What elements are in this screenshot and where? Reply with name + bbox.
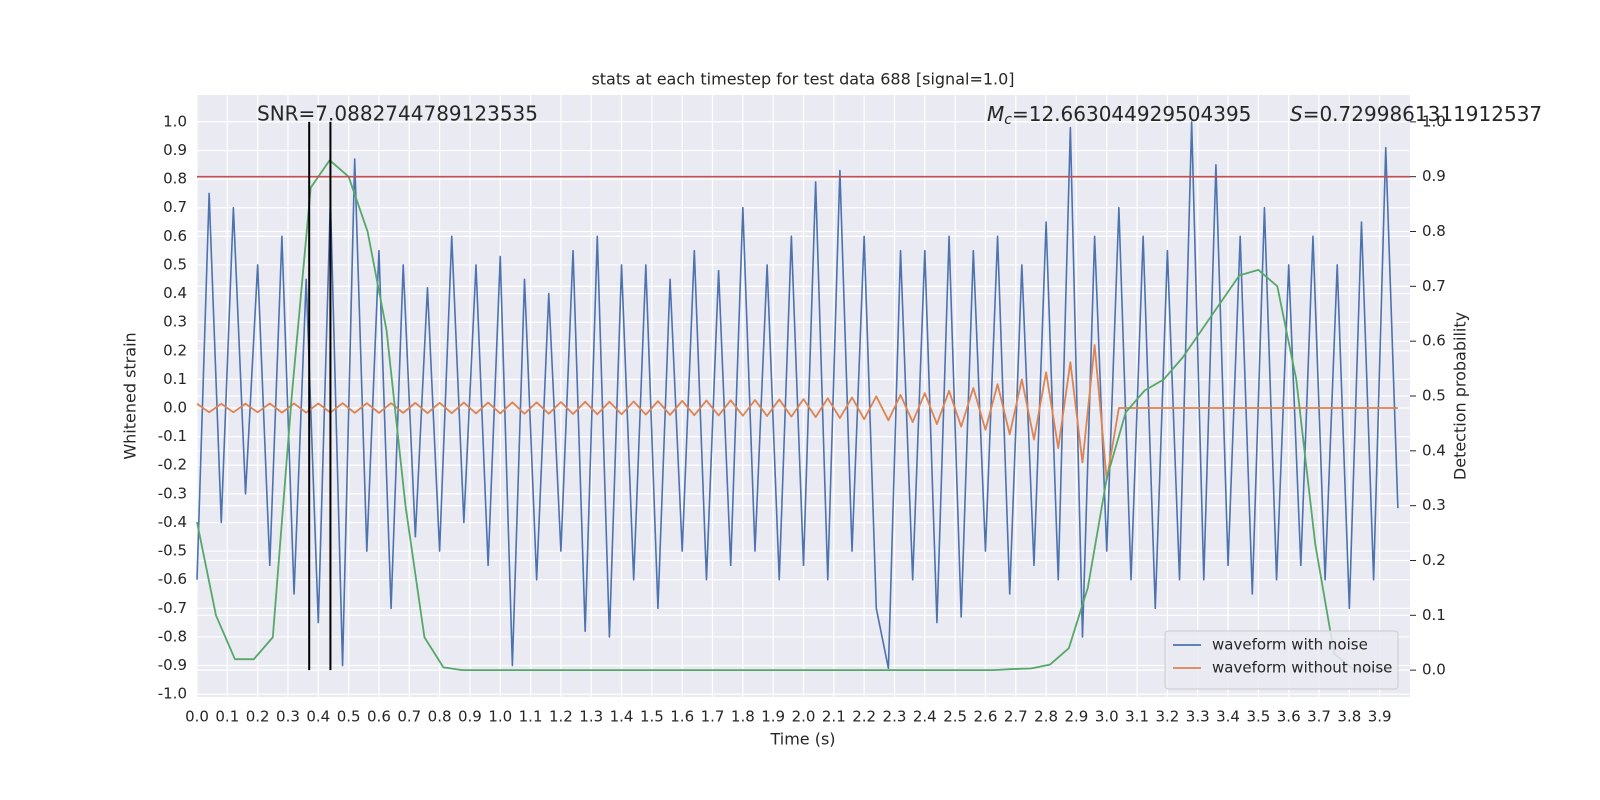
y-tick-label: -0.4 bbox=[158, 513, 187, 531]
x-tick-label: 3.4 bbox=[1216, 708, 1240, 726]
x-tick-label: 2.0 bbox=[792, 708, 816, 726]
y-axis-label: Whitened strain bbox=[121, 332, 140, 459]
y2-tick-label: 0.7 bbox=[1422, 277, 1446, 295]
x-tick-label: 2.5 bbox=[943, 708, 967, 726]
y2-tick-label: 0.8 bbox=[1422, 222, 1446, 240]
y2-tick-label: 0.9 bbox=[1422, 167, 1446, 185]
x-tick-label: 1.9 bbox=[761, 708, 785, 726]
y-tick-label: 0.5 bbox=[163, 255, 187, 273]
y-tick-label: -0.9 bbox=[158, 656, 187, 674]
x-axis-label: Time (s) bbox=[769, 730, 835, 749]
x-tick-label: 1.7 bbox=[701, 708, 725, 726]
x-tick-label: 3.3 bbox=[1186, 708, 1210, 726]
x-tick-label: 1.1 bbox=[519, 708, 543, 726]
legend-label: waveform without noise bbox=[1212, 659, 1392, 677]
y-tick-label: -0.8 bbox=[158, 627, 187, 645]
x-tick-label: 3.8 bbox=[1337, 708, 1361, 726]
x-tick-label: 0.8 bbox=[428, 708, 452, 726]
x-tick-label: 0.5 bbox=[337, 708, 361, 726]
x-tick-label: 0.1 bbox=[215, 708, 239, 726]
x-tick-label: 1.2 bbox=[549, 708, 573, 726]
s-symbol: S bbox=[1290, 102, 1303, 126]
x-tick-label: 2.1 bbox=[822, 708, 846, 726]
y2-tick-label: 0.5 bbox=[1422, 387, 1446, 405]
x-tick-label: 1.6 bbox=[670, 708, 694, 726]
grid bbox=[196, 95, 1410, 697]
x-tick-label: 1.3 bbox=[579, 708, 603, 726]
x-tick-label: 3.2 bbox=[1155, 708, 1179, 726]
x-tick-label: 2.7 bbox=[1004, 708, 1028, 726]
x-tick-label: 1.8 bbox=[731, 708, 755, 726]
x-tick-label: 0.4 bbox=[306, 708, 330, 726]
y2-tick-label: 1.0 bbox=[1422, 112, 1446, 130]
y-tick-label: 0.6 bbox=[163, 227, 187, 245]
x-tick-label: 2.9 bbox=[1064, 708, 1088, 726]
y-tick-label: 0.3 bbox=[163, 313, 187, 331]
chart-title: stats at each timestep for test data 688… bbox=[591, 70, 1014, 89]
x-tick-label: 1.0 bbox=[488, 708, 512, 726]
y-tick-label: -0.1 bbox=[158, 427, 187, 445]
x-tick-label: 0.2 bbox=[246, 708, 270, 726]
mc-annotation: Mc=12.663044929504395 bbox=[987, 102, 1251, 129]
labels: 0.0 0.1 0.2 0.3 0.4 0.5 0.6 0.7 0.8 0.9 1.0 1.1 1.2 1… bbox=[158, 112, 1446, 725]
x-tick-label: 0.6 bbox=[367, 708, 391, 726]
y-tick-label: 0.8 bbox=[163, 170, 187, 188]
y2-tick-label: 0.3 bbox=[1422, 496, 1446, 514]
x-tick-label: 2.2 bbox=[852, 708, 876, 726]
x-tick-label: 3.5 bbox=[1246, 708, 1270, 726]
x-tick-label: 2.8 bbox=[1034, 708, 1058, 726]
mc-subscript: c bbox=[1004, 112, 1012, 128]
s-value: =0.7299861311912537 bbox=[1303, 102, 1542, 126]
x-tick-label: 1.5 bbox=[640, 708, 664, 726]
x-tick-label: 3.0 bbox=[1095, 708, 1119, 726]
x-tick-label: 1.4 bbox=[610, 708, 634, 726]
y-tick-label: -0.6 bbox=[158, 570, 187, 588]
y-tick-label: 0.2 bbox=[163, 341, 187, 359]
series-line bbox=[196, 344, 1398, 481]
legend-box bbox=[1164, 630, 1399, 690]
y-tick-label: 0.0 bbox=[163, 399, 187, 417]
y-tick-label: 0.1 bbox=[163, 370, 187, 388]
y-tick-label: 0.9 bbox=[163, 141, 187, 159]
x-tick-label: 2.4 bbox=[913, 708, 937, 726]
x-tick-label: 0.7 bbox=[397, 708, 421, 726]
x-tick-label: 3.1 bbox=[1125, 708, 1149, 726]
mc-value: =12.663044929504395 bbox=[1012, 102, 1251, 126]
x-tick-label: 2.6 bbox=[974, 708, 998, 726]
x-tick-label: 2.3 bbox=[883, 708, 907, 726]
y-tick-label: -0.2 bbox=[158, 456, 187, 474]
y-tick-label: 0.7 bbox=[163, 198, 187, 216]
y-tick-label: -0.3 bbox=[158, 484, 187, 502]
y-tick-label: -0.5 bbox=[158, 542, 187, 560]
marks bbox=[196, 121, 1410, 672]
y2-tick-label: 0.4 bbox=[1422, 441, 1446, 459]
legend-label: waveform with noise bbox=[1212, 636, 1368, 654]
snr-annotation: SNR=7.0882744789123535 bbox=[257, 102, 538, 126]
y2-axis-label: Detection probability bbox=[1451, 312, 1470, 480]
y2-tick-label: 0.1 bbox=[1422, 606, 1446, 624]
x-tick-label: 0.3 bbox=[276, 708, 300, 726]
legend: waveform with noise waveform without nois… bbox=[1164, 630, 1399, 690]
x-tick-label: 3.6 bbox=[1277, 708, 1301, 726]
x-tick-label: 0.9 bbox=[458, 708, 482, 726]
y2-tick-label: 0.0 bbox=[1422, 661, 1446, 679]
series-line bbox=[196, 159, 1392, 672]
y2-tick-label: 0.6 bbox=[1422, 332, 1446, 350]
s-annotation: S=0.7299861311912537 bbox=[1290, 102, 1542, 126]
x-tick-label: 3.7 bbox=[1307, 708, 1331, 726]
x-tick-label: 3.9 bbox=[1368, 708, 1392, 726]
y-tick-label: 1.0 bbox=[163, 112, 187, 130]
x-tick-label: 0.0 bbox=[185, 708, 209, 726]
y-tick-label: -1.0 bbox=[158, 685, 187, 703]
y2-tick-label: 0.2 bbox=[1422, 551, 1446, 569]
y-tick-label: -0.7 bbox=[158, 599, 187, 617]
y-tick-label: 0.4 bbox=[163, 284, 187, 302]
mc-symbol: M bbox=[987, 102, 1004, 126]
